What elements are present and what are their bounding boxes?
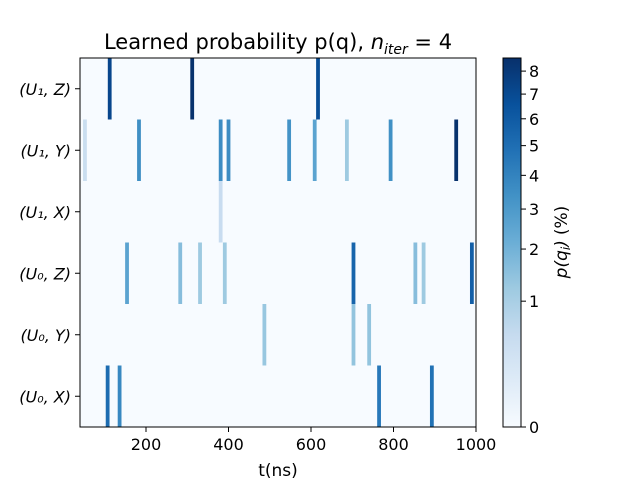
y-tick-label: (U₁, Y) bbox=[20, 141, 71, 160]
heatmap-cell bbox=[388, 119, 393, 181]
heatmap-cell bbox=[125, 242, 129, 304]
y-axis: (U₁, Z) (U₁, Y) (U₁, X) (U₀, Z) (U₀, Y) (U₀, … bbox=[19, 80, 80, 406]
colorbar-tick-label: 2 bbox=[529, 240, 539, 259]
heatmap-cells bbox=[83, 58, 474, 427]
chart-title-math-rest: = 4 bbox=[408, 30, 452, 54]
heatmap-cell bbox=[190, 58, 195, 120]
heatmap-cell bbox=[226, 119, 231, 181]
x-tick-label: 400 bbox=[213, 435, 244, 454]
colorbar-tick-label: 0 bbox=[529, 418, 539, 437]
heatmap-cell bbox=[469, 242, 474, 304]
heatmap-cell bbox=[351, 242, 356, 304]
y-tick-label: (U₀, Y) bbox=[20, 326, 71, 345]
heatmap-cell bbox=[137, 119, 141, 181]
y-tick-label: (U₀, X) bbox=[19, 387, 71, 406]
heatmap-cell bbox=[344, 119, 349, 181]
colorbar-tick-label: 8 bbox=[529, 62, 539, 81]
heatmap-cell bbox=[316, 58, 320, 120]
heatmap-cell bbox=[105, 365, 110, 427]
y-tick-label: (U₁, Z) bbox=[19, 80, 71, 99]
chart-title-math-sub: iter bbox=[384, 42, 409, 58]
colorbar-tick-label: 6 bbox=[529, 110, 539, 129]
x-tick-label: 800 bbox=[378, 435, 409, 454]
colorbar-label: p(qi) (%) bbox=[552, 206, 573, 280]
colorbar-ticks: 0 1 2 3 4 5 6 7 8 bbox=[521, 62, 539, 437]
heatmap-cell bbox=[107, 58, 112, 120]
heatmap-cell bbox=[178, 242, 183, 304]
x-tick-label: 200 bbox=[131, 435, 162, 454]
heatmap-cell bbox=[413, 242, 418, 304]
y-tick-label: (U₁, X) bbox=[19, 203, 71, 222]
colorbar-tick-label: 3 bbox=[529, 200, 539, 219]
x-tick-label: 1000 bbox=[456, 435, 497, 454]
x-tick-label: 600 bbox=[296, 435, 327, 454]
heatmap-cell bbox=[377, 365, 381, 427]
heatmap-cell bbox=[218, 119, 223, 181]
heatmap-cell bbox=[454, 119, 459, 181]
chart-title-math-base: n bbox=[371, 30, 384, 54]
heatmap-cell bbox=[117, 365, 122, 427]
heatmap-cell bbox=[312, 119, 317, 181]
colorbar-tick-label: 4 bbox=[529, 166, 539, 185]
heatmap-cell bbox=[198, 242, 202, 304]
colorbar-tick-label: 5 bbox=[529, 137, 539, 156]
heatmap-cell bbox=[262, 304, 267, 366]
colorbar-label-math-sub: i bbox=[559, 246, 573, 250]
x-axis: 200 400 600 800 1000 bbox=[131, 427, 497, 454]
y-tick-label: (U₀, Z) bbox=[19, 264, 71, 283]
colorbar bbox=[502, 57, 522, 428]
heatmap-cell bbox=[421, 242, 426, 304]
plot-background bbox=[80, 58, 476, 427]
heatmap-cell bbox=[83, 119, 87, 181]
heatmap-cell bbox=[367, 304, 372, 366]
chart-title: Learned probability p(q), niter = 4 bbox=[104, 30, 452, 58]
heatmap-cell bbox=[351, 304, 356, 366]
colorbar-tick-label: 7 bbox=[529, 85, 539, 104]
colorbar-label-math-rest: ) bbox=[552, 240, 572, 249]
plot-frame bbox=[79, 57, 477, 428]
heatmap-cell bbox=[429, 365, 434, 427]
colorbar-label-math-base: p(q bbox=[552, 250, 572, 279]
chart-title-text: Learned probability p(q), bbox=[104, 30, 371, 54]
heatmap-cell bbox=[287, 119, 292, 181]
colorbar-label-unit: (%) bbox=[552, 206, 572, 235]
colorbar-tick-label: 1 bbox=[529, 292, 539, 311]
heatmap-cell bbox=[222, 242, 227, 304]
x-axis-label: t(ns) bbox=[258, 461, 298, 480]
heatmap-cell bbox=[218, 181, 223, 243]
